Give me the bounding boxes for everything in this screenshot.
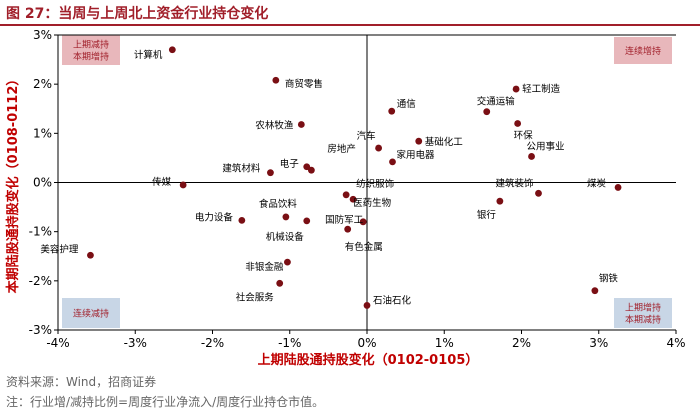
data-point-label: 家用电器 xyxy=(396,149,435,161)
x-tick-label: -1% xyxy=(278,336,301,350)
data-point xyxy=(272,76,280,84)
figure-title: 图 27：当周与上周北上资金行业持仓变化 xyxy=(6,6,269,22)
x-tick-label: 1% xyxy=(435,336,454,350)
data-point xyxy=(614,184,622,191)
data-point xyxy=(535,189,542,197)
data-point-label: 钢铁 xyxy=(599,273,619,285)
data-point-label: 通信 xyxy=(397,98,416,110)
data-point-label: 食品饮料 xyxy=(259,198,298,210)
data-point xyxy=(388,107,396,115)
x-tick-label: 2% xyxy=(512,336,531,350)
data-point xyxy=(303,217,311,225)
data-point xyxy=(87,251,94,259)
title-rule xyxy=(0,24,700,26)
data-point-label: 纺织服饰 xyxy=(356,178,394,190)
data-point-label: 美容护理 xyxy=(40,243,79,255)
y-tick-label: 1% xyxy=(33,126,52,140)
data-point-label: 轻工制造 xyxy=(522,83,561,95)
data-point-label: 交通运输 xyxy=(477,96,516,108)
data-point-label: 环保 xyxy=(514,130,534,142)
x-tick-label: -2% xyxy=(201,336,224,350)
data-point xyxy=(267,169,274,177)
footnote: 注：行业增/减持比例=周度行业净流入/周度行业持仓市值。 xyxy=(6,395,325,409)
quadrant-label-bottom-right: 上期增持 xyxy=(625,302,661,314)
x-tick-label: -4% xyxy=(46,336,69,350)
y-axis-label: 本期陆股通持股变化（0108-0112） xyxy=(5,73,21,294)
data-point-label: 建筑装饰 xyxy=(495,177,533,189)
data-point-label: 房地产 xyxy=(327,143,356,155)
x-tick-label: 4% xyxy=(666,336,685,350)
data-point-label: 商贸零售 xyxy=(285,78,323,90)
data-point-label: 基础化工 xyxy=(425,136,464,148)
y-tick-label: 0% xyxy=(33,176,52,190)
data-point-label: 电力设备 xyxy=(195,211,234,223)
x-tick-label: 3% xyxy=(589,336,608,350)
data-point-label: 电子 xyxy=(280,158,300,170)
y-tick-label: 2% xyxy=(33,77,52,91)
data-point xyxy=(514,120,522,127)
quadrant-label-top-right: 连续增持 xyxy=(625,45,661,57)
data-point xyxy=(389,158,396,166)
data-point-label: 医药生物 xyxy=(353,197,392,209)
x-tick-label: -3% xyxy=(124,336,147,350)
quadrant-box-top-right xyxy=(614,37,672,64)
x-axis-label: 上期陆股通持股变化（0102-0105） xyxy=(258,352,479,368)
data-point xyxy=(276,279,284,287)
data-point xyxy=(415,137,423,145)
quadrant-label-top-left: 本期增持 xyxy=(73,51,109,63)
quadrant-label-bottom-right: 本期减持 xyxy=(625,314,661,326)
quadrant-box-bottom-left xyxy=(62,298,120,328)
data-point xyxy=(496,197,504,205)
data-point xyxy=(512,85,520,93)
data-point xyxy=(282,213,290,221)
data-point xyxy=(363,302,371,309)
data-point xyxy=(375,144,382,152)
data-point xyxy=(168,46,176,54)
y-tick-label: -3% xyxy=(29,323,52,337)
y-tick-label: 3% xyxy=(33,28,52,42)
data-point xyxy=(359,218,367,226)
data-point xyxy=(303,163,311,171)
data-point-label: 汽车 xyxy=(357,130,376,142)
data-point xyxy=(349,195,357,203)
quadrant-label-top-left: 上期减持 xyxy=(73,39,109,51)
data-point-label: 公用事业 xyxy=(527,140,565,152)
data-point xyxy=(179,181,187,189)
data-point-label: 计算机 xyxy=(134,49,163,61)
quadrant-box-top-left xyxy=(62,35,120,65)
x-tick-label: 0% xyxy=(357,336,376,350)
data-point-label: 煤炭 xyxy=(587,177,607,189)
data-point xyxy=(342,191,350,199)
data-point xyxy=(344,225,352,233)
data-point-label: 传媒 xyxy=(152,176,172,188)
data-point xyxy=(238,216,246,224)
data-point-label: 非银金融 xyxy=(245,261,284,273)
data-point-label: 有色金属 xyxy=(345,241,383,253)
data-point xyxy=(483,108,491,116)
data-point xyxy=(307,166,315,174)
data-point xyxy=(591,287,599,295)
data-point xyxy=(284,258,291,266)
data-point-label: 银行 xyxy=(477,209,497,221)
data-point-label: 建筑材料 xyxy=(222,163,261,175)
quadrant-box-bottom-right xyxy=(614,298,672,328)
source-note: 资料来源：Wind，招商证券 xyxy=(6,375,157,389)
y-tick-label: -2% xyxy=(29,274,52,288)
quadrant-label-bottom-left: 连续减持 xyxy=(73,308,109,320)
data-point-label: 国防军工 xyxy=(325,214,364,226)
data-point-label: 石油石化 xyxy=(373,294,412,306)
data-point-label: 社会服务 xyxy=(236,291,275,303)
data-point xyxy=(297,121,305,128)
data-point-label: 机械设备 xyxy=(266,231,305,243)
data-point-label: 农林牧渔 xyxy=(255,119,294,131)
data-point xyxy=(528,153,535,160)
y-tick-label: -1% xyxy=(29,225,52,239)
